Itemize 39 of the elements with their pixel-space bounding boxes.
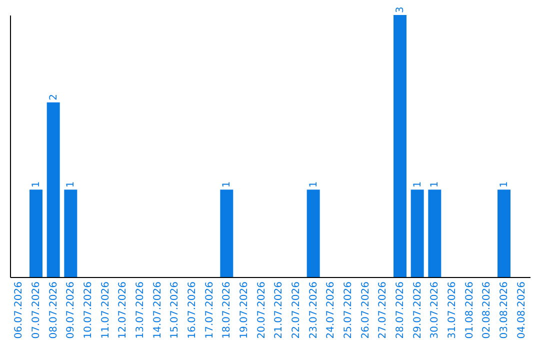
x-tick-label: 29.07.2026 xyxy=(412,282,424,339)
data-label: 2 xyxy=(48,94,60,100)
x-tick-label: 13.07.2026 xyxy=(135,282,146,339)
data-label: 1 xyxy=(66,181,77,188)
x-tick-label: 03.08.2026 xyxy=(499,282,510,339)
x-tick-label: 16.07.2026 xyxy=(187,282,198,339)
x-tick-label: 26.07.2026 xyxy=(360,282,372,339)
x-tick-label: 20.07.2026 xyxy=(256,282,268,339)
x-tick-label: 11.07.2026 xyxy=(100,282,112,339)
data-label: 1 xyxy=(31,181,42,188)
x-tick-label: 25.07.2026 xyxy=(343,282,354,339)
x-tick-label: 24.07.2026 xyxy=(326,282,337,339)
x-tick-label: 08.07.2026 xyxy=(48,282,60,339)
x-tick-label: 01.08.2026 xyxy=(464,282,476,339)
x-tick-label: 10.07.2026 xyxy=(83,282,94,339)
x-tick-label: 30.07.2026 xyxy=(430,282,441,339)
x-tick-label: 19.07.2026 xyxy=(239,282,250,339)
data-label: 1 xyxy=(222,181,233,188)
x-tick-label: 06.07.2026 xyxy=(14,282,25,339)
x-tick-label: 07.07.2026 xyxy=(31,282,42,339)
data-label: 1 xyxy=(499,181,510,188)
data-label: 1 xyxy=(430,181,441,188)
x-tick-label: 17.07.2026 xyxy=(204,282,216,339)
x-tick-label: 12.07.2026 xyxy=(118,282,129,339)
data-label: 1 xyxy=(412,181,424,188)
x-tick-label: 23.07.2026 xyxy=(308,282,320,339)
x-tick-label: 22.07.2026 xyxy=(291,282,302,339)
x-tick-label: 21.07.2026 xyxy=(274,282,285,339)
x-tick-label: 14.07.2026 xyxy=(152,282,164,339)
data-label: 3 xyxy=(395,6,406,13)
x-tick-label: 15.07.2026 xyxy=(170,282,181,339)
x-tick-label: 09.07.2026 xyxy=(66,282,77,339)
x-tick-label: 28.07.2026 xyxy=(395,282,406,339)
data-label: 1 xyxy=(308,181,320,188)
x-tick-label: 04.08.2026 xyxy=(516,282,528,339)
x-tick-label: 27.07.2026 xyxy=(378,282,389,339)
x-tick-label: 02.08.2026 xyxy=(482,282,493,339)
x-tick-label: 18.07.2026 xyxy=(222,282,233,339)
x-tick-label: 31.07.2026 xyxy=(447,282,458,339)
